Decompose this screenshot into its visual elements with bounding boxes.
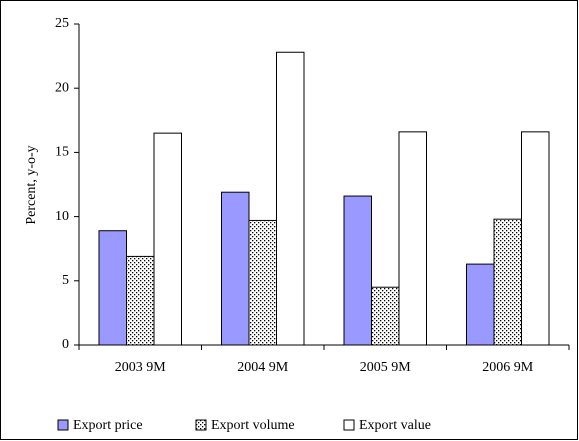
x-tick-label: 2005 9M bbox=[360, 360, 412, 375]
x-tick-label: 2006 9M bbox=[482, 360, 534, 375]
y-tick-label: 5 bbox=[62, 273, 69, 288]
legend-marker bbox=[343, 419, 355, 431]
x-tick-label: 2004 9M bbox=[237, 360, 289, 375]
legend-marker bbox=[195, 419, 207, 431]
y-tick-label: 10 bbox=[55, 209, 69, 224]
bar bbox=[466, 263, 495, 346]
bar bbox=[126, 255, 155, 346]
y-tick-label: 20 bbox=[55, 80, 69, 95]
bar bbox=[98, 230, 127, 346]
bar bbox=[343, 195, 372, 346]
bar bbox=[521, 131, 550, 346]
bar bbox=[153, 132, 182, 346]
bar bbox=[221, 191, 250, 346]
y-tick-label: 15 bbox=[55, 145, 69, 160]
legend-label: Export value bbox=[359, 418, 431, 433]
x-tick-label: 2003 9M bbox=[115, 360, 167, 375]
legend-label: Export price bbox=[73, 418, 143, 433]
legend-label: Export volume bbox=[211, 418, 295, 433]
y-tick-label: 25 bbox=[55, 16, 69, 31]
bar bbox=[276, 51, 305, 346]
bar bbox=[248, 219, 277, 346]
bar bbox=[493, 218, 522, 346]
y-tick-label: 0 bbox=[62, 337, 69, 352]
bar bbox=[371, 286, 400, 346]
y-axis-label: Percent, y-o-y bbox=[24, 145, 39, 224]
bar bbox=[398, 131, 427, 346]
legend-marker bbox=[57, 419, 69, 431]
